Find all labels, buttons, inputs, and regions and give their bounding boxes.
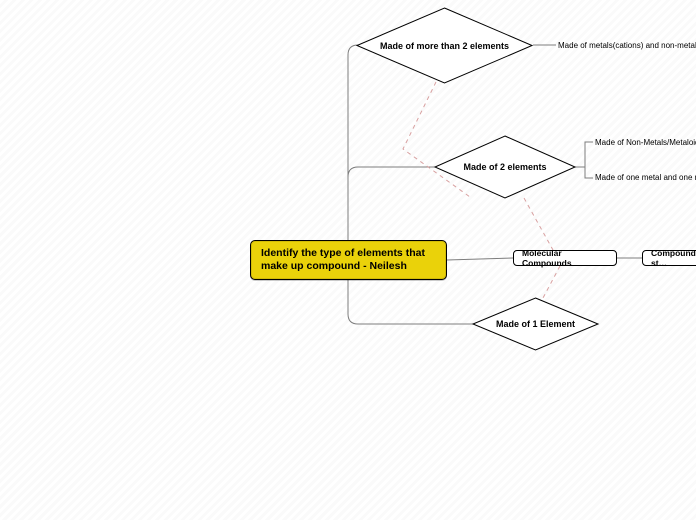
root-node[interactable]: Identify the type of elements that make …	[250, 240, 447, 280]
diamond-label: Made of more than 2 elements	[380, 41, 509, 51]
diagram-canvas: Identify the type of elements that make …	[0, 0, 696, 520]
leaf-one-metal: Made of one metal and one no	[595, 173, 696, 182]
diamond-label: Made of 1 Element	[496, 319, 575, 329]
diamond-label: Made of 2 elements	[463, 162, 546, 172]
leaf-nonmetals: Made of Non-Metals/Metaloids	[595, 138, 696, 147]
node-compound-start[interactable]: Compound st…	[642, 250, 696, 266]
diamond-1-element[interactable]: Made of 1 Element	[473, 298, 598, 350]
diamond-more-than-2[interactable]: Made of more than 2 elements	[357, 8, 532, 83]
node-molecular-compounds[interactable]: Molecular Compounds	[513, 250, 617, 266]
diamond-2-elements[interactable]: Made of 2 elements	[435, 136, 575, 198]
leaf-cations-anions: Made of metals(cations) and non-metals (…	[558, 41, 696, 50]
